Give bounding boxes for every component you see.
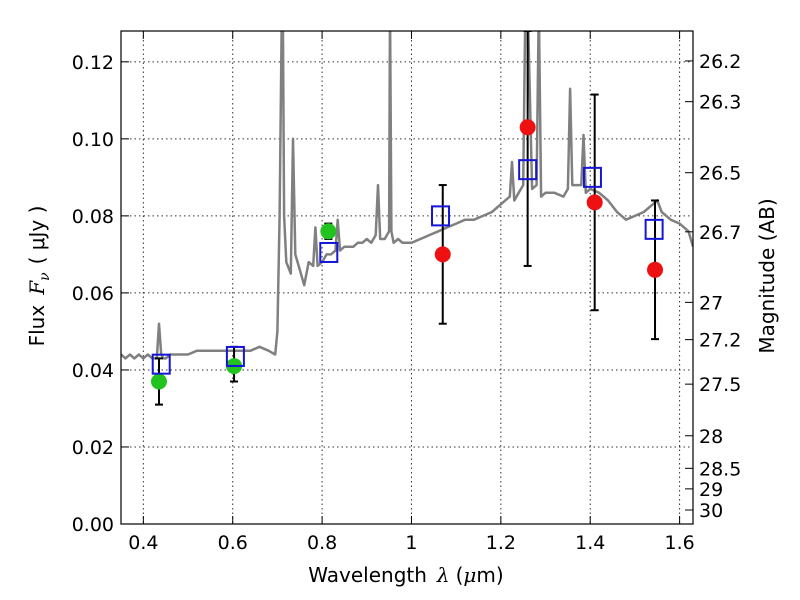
data-point bbox=[519, 119, 536, 136]
data-point bbox=[647, 261, 664, 278]
axes: 0.4 0.6 0.8 1 1.2 1.4 1.6 0.00 0.02 0.04 0.06 0.08 0… bbox=[72, 30, 741, 554]
right-tick-label: 27.2 bbox=[699, 330, 741, 352]
y-tick-label: 0.00 bbox=[72, 514, 114, 536]
right-tick-label: 26.2 bbox=[699, 51, 741, 73]
y-axis-label-unit: ( μJy ) bbox=[25, 206, 49, 265]
y-axis-label-symbol: F bbox=[25, 280, 49, 296]
model-square bbox=[319, 241, 339, 263]
data-point bbox=[150, 373, 167, 390]
x-axis-label-prefix: Wavelength bbox=[308, 563, 427, 587]
x-axis-label-symbol: λ bbox=[436, 563, 450, 587]
right-tick-label: 28.5 bbox=[699, 458, 741, 480]
x-axis-label: Wavelength λ (μm) bbox=[308, 563, 503, 587]
right-tick-label: 30 bbox=[699, 500, 723, 522]
right-tick-label: 27.5 bbox=[699, 374, 741, 396]
plot-area bbox=[121, 31, 693, 406]
x-axis-label-unit-open: ( bbox=[456, 563, 464, 587]
x-axis-label-unit-rest: m) bbox=[476, 563, 503, 587]
right-tick-label: 28 bbox=[699, 426, 723, 448]
y-axis-label-subscript: ν bbox=[37, 272, 53, 281]
model-square bbox=[225, 345, 245, 367]
y-tick-label: 0.02 bbox=[72, 437, 114, 459]
right-tick-label: 26.7 bbox=[699, 222, 741, 244]
model-square bbox=[582, 166, 602, 188]
x-axis-label-unit-mu: μ bbox=[463, 563, 476, 587]
right-tick-label: 26.5 bbox=[699, 163, 741, 185]
model-square bbox=[151, 353, 171, 375]
y-tick-label: 0.08 bbox=[72, 206, 114, 228]
grid-lines bbox=[121, 31, 693, 525]
y-tick-label: 0.06 bbox=[72, 283, 114, 305]
y-tick-label: 0.10 bbox=[72, 129, 114, 151]
x-tick-label: 0.4 bbox=[128, 532, 158, 554]
right-tick-label: 27 bbox=[699, 292, 723, 314]
right-tick-label: 26.3 bbox=[699, 92, 741, 114]
y-axis-label: Flux Fν ( μJy ) bbox=[25, 206, 53, 347]
x-tick-label: 1.2 bbox=[486, 532, 516, 554]
x-tick-label: 0.6 bbox=[218, 532, 248, 554]
model-square bbox=[518, 159, 538, 181]
y-tick-label: 0.12 bbox=[72, 52, 114, 74]
y-axis-label-prefix: Flux bbox=[25, 305, 49, 347]
data-point bbox=[434, 246, 451, 263]
data-point bbox=[586, 194, 603, 211]
spectrum-line bbox=[121, 31, 693, 360]
x-tick-label: 1.6 bbox=[664, 532, 694, 554]
model-square bbox=[644, 218, 664, 240]
axes-frame bbox=[120, 30, 694, 525]
x-tick-label: 1 bbox=[405, 532, 417, 554]
model-square bbox=[431, 205, 451, 227]
x-tick-label: 1.4 bbox=[575, 532, 605, 554]
right-axis-label: Magnitude (AB) bbox=[755, 198, 779, 353]
x-tick-label: 0.8 bbox=[307, 532, 337, 554]
right-tick-label: 29 bbox=[699, 479, 723, 501]
data-point bbox=[320, 223, 337, 240]
y-tick-label: 0.04 bbox=[72, 360, 114, 382]
